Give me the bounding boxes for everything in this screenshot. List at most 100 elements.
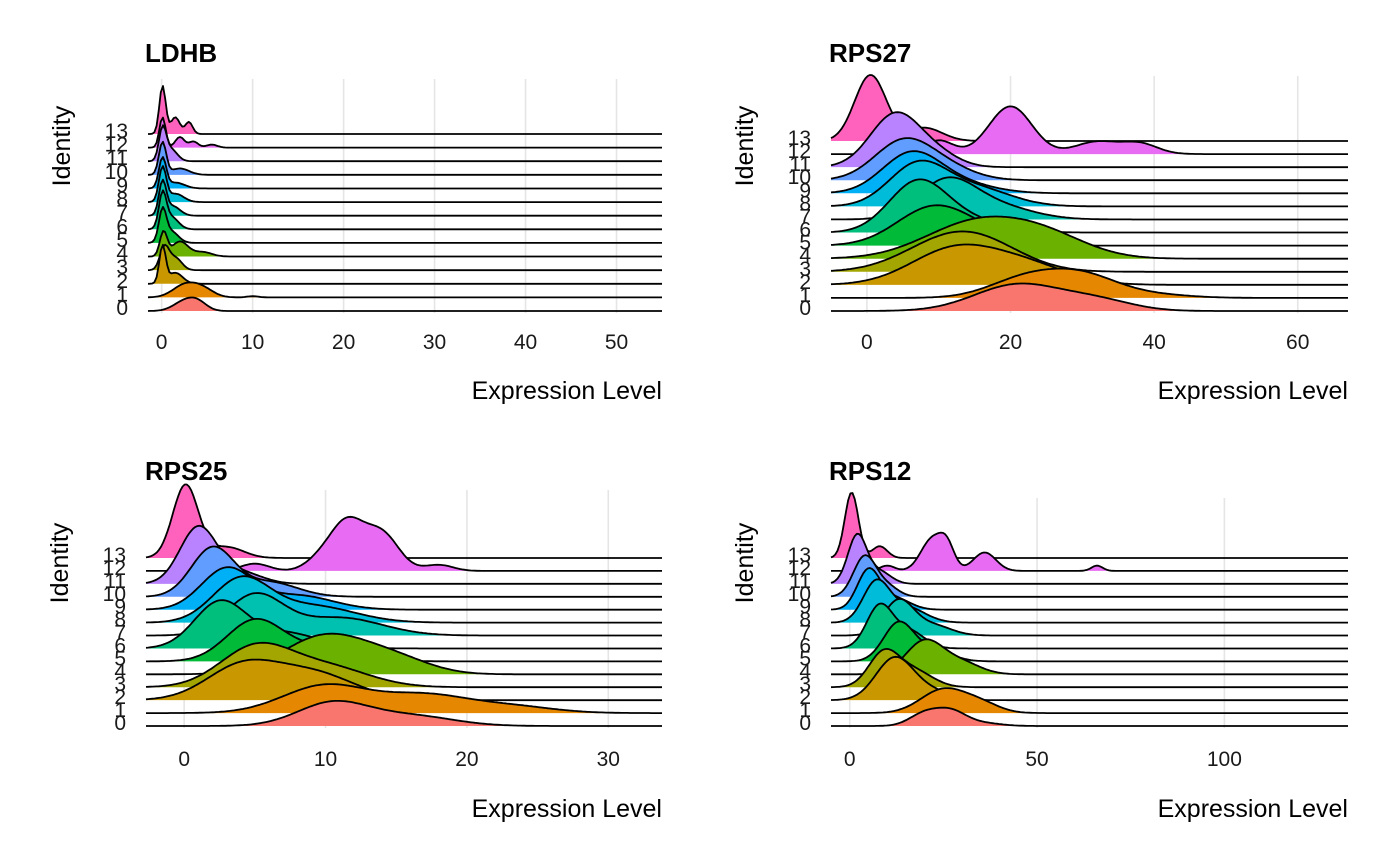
y-tick-label: 9 [116, 174, 128, 197]
ridge-line-9 [830, 567, 1348, 611]
ridge-fill-10 [146, 546, 662, 597]
ridge-line-3 [830, 648, 1348, 689]
ridge-line-10 [145, 545, 662, 598]
y-tick-label: 7 [799, 205, 811, 228]
ridge-fill-1 [146, 684, 662, 714]
ridge-fill-7 [148, 179, 662, 216]
ridge-line-1 [147, 281, 662, 299]
ridge-line-11 [147, 124, 662, 163]
ridge-line-12 [148, 116, 662, 149]
y-tick-label: 5 [114, 647, 126, 670]
ridge-line-11 [830, 532, 1348, 585]
y-tick-label: 12 [105, 134, 128, 157]
ridge-line-4 [830, 215, 1348, 260]
y-tick-label: 3 [799, 673, 811, 696]
x-tick-label: 0 [861, 331, 873, 354]
y-tick-label: 1 [116, 283, 128, 306]
x-tick-label: 40 [1142, 331, 1165, 354]
ridge-fill-2 [831, 244, 1348, 285]
ridge-fill-2 [831, 656, 1348, 701]
ridge-fill-8 [148, 166, 662, 203]
ridge-fill-4 [148, 231, 662, 257]
x-tick-label: 50 [1025, 748, 1048, 771]
ridge-fill-11 [148, 125, 662, 162]
y-tick-label: 3 [116, 256, 128, 279]
ridge-line-6 [830, 178, 1348, 234]
ridge-fill-10 [831, 138, 1348, 181]
panel-title: RPS25 [145, 456, 227, 486]
ridge-line-0 [146, 700, 662, 727]
ridge-fill-0 [831, 283, 1348, 311]
y-tick-label: 4 [799, 245, 811, 268]
y-tick-label: 4 [114, 660, 126, 683]
ridge-fill-1 [148, 282, 662, 298]
y-tick-label: 5 [116, 229, 128, 252]
x-axis-title: Expression Level [1158, 795, 1348, 823]
ridge-line-3 [830, 230, 1348, 273]
y-tick-label: 12 [788, 140, 811, 163]
ridge-line-10 [830, 137, 1348, 182]
y-axis-title: Identity [731, 522, 759, 603]
ridge-line-0 [831, 706, 1348, 727]
ridge-line-9 [830, 150, 1348, 195]
y-tick-label: 10 [103, 583, 126, 606]
y-tick-label: 1 [799, 284, 811, 307]
y-tick-label: 6 [799, 219, 811, 242]
y-tick-label: 13 [788, 127, 811, 150]
ridge-line-11 [830, 111, 1348, 169]
ridge-line-6 [145, 599, 662, 650]
ridge-line-3 [147, 243, 662, 272]
y-tick-label: 4 [116, 243, 128, 266]
ridge-fill-13 [148, 86, 662, 134]
ridge-line-10 [830, 554, 1348, 598]
y-tick-label: 8 [799, 609, 811, 632]
ridge-fill-13 [831, 493, 1348, 558]
y-tick-label: 11 [789, 570, 811, 593]
ridge-line-10 [147, 140, 662, 176]
ridge-line-2 [831, 655, 1348, 702]
ridge-fill-12 [831, 106, 1348, 155]
x-tick-label: 100 [1207, 748, 1242, 771]
y-tick-label: 0 [116, 297, 128, 320]
ridge-line-13 [145, 483, 662, 559]
x-tick-label: 10 [314, 748, 337, 771]
y-tick-label: 4 [799, 660, 811, 683]
y-tick-label: 12 [103, 557, 126, 580]
x-tick-label: 20 [455, 748, 478, 771]
ridge-line-6 [831, 602, 1348, 650]
y-tick-label: 13 [788, 544, 811, 567]
x-tick-label: 30 [597, 748, 620, 771]
y-tick-label: 1 [799, 699, 811, 722]
y-tick-label: 13 [105, 120, 128, 143]
x-tick-label: 10 [241, 331, 264, 354]
ridge-line-2 [147, 243, 662, 285]
ridge-line-1 [831, 687, 1348, 714]
x-axis-title: Expression Level [472, 795, 662, 823]
y-axis-title: Identity [46, 522, 74, 603]
ridge-line-1 [146, 683, 662, 714]
y-axis-title: Identity [48, 105, 76, 186]
y-tick-label: 12 [788, 557, 811, 580]
y-tick-label: 0 [799, 297, 811, 320]
panel-title: RPS12 [829, 456, 911, 486]
x-tick-label: 30 [423, 331, 446, 354]
ridge-line-8 [145, 575, 662, 624]
x-tick-label: 20 [999, 331, 1022, 354]
ridge-line-9 [145, 566, 662, 611]
y-tick-label: 8 [116, 188, 128, 211]
y-tick-label: 0 [799, 712, 811, 735]
ridge-line-8 [830, 159, 1348, 208]
y-tick-label: 6 [116, 215, 128, 238]
y-tick-label: 8 [799, 192, 811, 215]
y-tick-label: 7 [114, 622, 126, 645]
x-tick-label: 0 [844, 748, 856, 771]
y-tick-label: 10 [788, 583, 811, 606]
y-tick-label: 8 [114, 609, 126, 632]
y-tick-label: 6 [114, 634, 126, 657]
y-tick-label: 2 [799, 271, 811, 294]
